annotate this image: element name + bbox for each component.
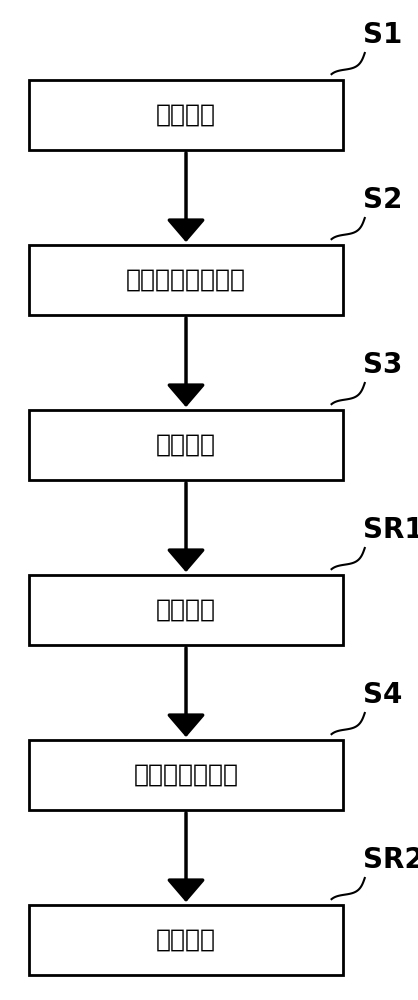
Text: SR2: SR2 — [363, 846, 418, 874]
Text: 热轧工序: 热轧工序 — [156, 433, 216, 457]
Bar — [29, 245, 343, 315]
Bar — [29, 80, 343, 150]
Text: 冷轧工序: 冷轧工序 — [156, 928, 216, 952]
Text: 冷轧工序: 冷轧工序 — [156, 598, 216, 622]
Text: 固溶热处理工序: 固溶热处理工序 — [133, 763, 239, 787]
Text: S3: S3 — [363, 351, 402, 379]
Bar — [29, 740, 343, 810]
Bar — [29, 905, 343, 975]
Text: SR1: SR1 — [363, 516, 418, 544]
Bar — [29, 410, 343, 480]
Text: S4: S4 — [363, 681, 402, 709]
Text: 铸造工序: 铸造工序 — [156, 103, 216, 127]
Text: 均质化热处理工序: 均质化热处理工序 — [126, 268, 246, 292]
Bar — [29, 575, 343, 645]
Text: S2: S2 — [363, 186, 402, 214]
Text: S1: S1 — [363, 21, 402, 49]
